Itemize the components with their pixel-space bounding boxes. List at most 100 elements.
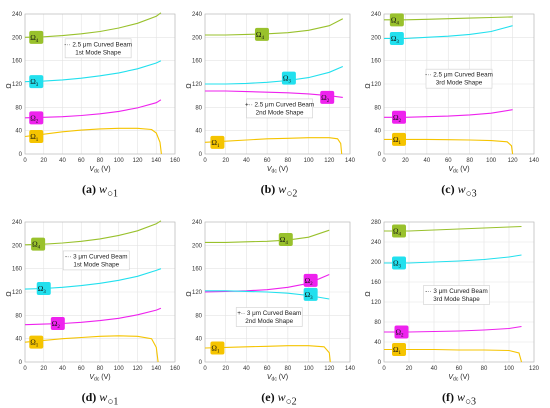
caption-c: (c) w○3 xyxy=(404,182,514,199)
series-line xyxy=(24,12,162,38)
series-badge-label: Ω4 xyxy=(391,15,400,26)
caption-subscript: ○3 xyxy=(464,396,477,408)
y-tick-label: 200 xyxy=(192,243,203,249)
legend-line-1: +·· 3 μm Curved Beam xyxy=(237,310,301,317)
series-badge-label: Ω3 xyxy=(305,290,314,301)
series-line xyxy=(24,60,162,83)
caption-b: (b) w○2 xyxy=(224,182,334,199)
y-tick-label: 120 xyxy=(12,290,23,296)
x-tick-label: 20 xyxy=(222,366,229,372)
series-badge: Ω1 xyxy=(392,343,406,356)
series-badge-box xyxy=(394,325,409,339)
y-axis-label: Ω xyxy=(186,291,193,296)
series-badge-label: Ω4 xyxy=(280,235,289,246)
series-badge: Ω3 xyxy=(281,71,296,85)
series-badge: Ω1 xyxy=(29,335,44,349)
legend-line-1: +·· 2.5 μm Curved Beam xyxy=(245,101,314,108)
x-tick-label: 120 xyxy=(132,366,143,372)
chart-panel-3: 0 20 40 60 80 100 120 140 160 0 40 80 120 160 200 240 Vd… xyxy=(6,220,181,383)
caption-label: (f) xyxy=(441,390,454,404)
series-line xyxy=(24,99,162,119)
legend-box xyxy=(62,250,130,271)
series-line xyxy=(24,220,162,246)
x-tick-label: 0 xyxy=(23,366,27,372)
series-badge-box xyxy=(31,237,46,251)
series-badge: Ω2 xyxy=(29,111,44,125)
y-axis-label: Ω xyxy=(186,83,193,88)
series-badge: Ω1 xyxy=(210,135,225,149)
legend-line-2: 2nd Mode Shape xyxy=(245,318,293,325)
x-tick-label: 0 xyxy=(382,366,386,372)
y-tick-label: 80 xyxy=(374,320,381,326)
x-tick-label: 80 xyxy=(285,366,292,372)
x-tick-label: 60 xyxy=(445,158,452,164)
series-badge-box xyxy=(29,335,44,349)
legend-line-1: -·· 2.5 μm Curved Beam xyxy=(64,41,132,48)
series-badge-label: Ω1 xyxy=(30,132,39,143)
legend-box xyxy=(64,38,132,59)
chart-panel-5: 0 20 40 60 80 100 120 0 40 80 120 160 200 240 280 Vdc (… xyxy=(365,220,540,383)
series-badge-label: Ω3 xyxy=(391,34,400,45)
series-badge-box xyxy=(392,132,406,146)
series-badge-label: Ω2 xyxy=(305,276,314,287)
x-tick-label: 80 xyxy=(97,366,104,372)
y-tick-label: 280 xyxy=(371,220,382,226)
series-badge: Ω4 xyxy=(389,13,404,26)
y-axis-label: Ω xyxy=(365,291,372,296)
series-badge: Ω1 xyxy=(392,132,406,146)
y-tick-label: 160 xyxy=(12,267,23,273)
x-axis-label: Vdc (V) xyxy=(448,166,469,175)
caption-symbol: w xyxy=(457,182,466,196)
series-badge-box xyxy=(392,110,406,124)
series-badge-box xyxy=(320,90,335,104)
x-tick-label: 120 xyxy=(132,158,143,164)
x-tick-label: 140 xyxy=(345,366,356,372)
y-tick-label: 40 xyxy=(195,129,202,135)
x-tick-label: 140 xyxy=(345,158,356,164)
series-badge-label: Ω4 xyxy=(393,227,402,238)
y-tick-label: 240 xyxy=(192,12,203,18)
plot-frame xyxy=(24,221,176,363)
x-tick-label: 100 xyxy=(304,366,315,372)
series-line xyxy=(205,229,330,243)
y-tick-label: 240 xyxy=(12,12,23,18)
x-tick-label: 0 xyxy=(23,158,27,164)
y-tick-label: 160 xyxy=(192,59,203,65)
legend-line-2: 3rd Mode Shape xyxy=(436,80,483,87)
y-tick-label: 0 xyxy=(19,360,23,366)
chart-panel-0: 0 20 40 60 80 100 120 140 160 0 40 80 120 160 200 240 Vd… xyxy=(6,12,181,175)
series-badge-box xyxy=(29,30,44,44)
y-tick-label: 160 xyxy=(12,59,23,65)
legend-line-2: 2nd Mode Shape xyxy=(256,109,304,116)
series-badge: Ω2 xyxy=(392,110,406,124)
series-badge-label: Ω3 xyxy=(30,77,39,88)
x-tick-label: 0 xyxy=(203,366,207,372)
legend-line-2: 3rd Mode Shape xyxy=(433,296,480,303)
x-tick-label: 100 xyxy=(304,158,315,164)
x-tick-label: 80 xyxy=(466,158,473,164)
y-tick-label: 200 xyxy=(12,243,23,249)
legend-box xyxy=(246,98,313,119)
series-badge: Ω4 xyxy=(254,27,269,41)
x-tick-label: 40 xyxy=(243,366,250,372)
x-tick-label: 140 xyxy=(151,158,162,164)
x-tick-label: 20 xyxy=(406,366,413,372)
y-tick-label: 160 xyxy=(371,280,382,286)
x-tick-label: 20 xyxy=(40,158,47,164)
y-tick-label: 80 xyxy=(15,105,22,111)
x-tick-label: 100 xyxy=(114,366,125,372)
y-tick-label: 240 xyxy=(371,240,382,246)
x-axis-label: Vdc (V) xyxy=(267,166,288,175)
x-tick-label: 120 xyxy=(529,366,540,372)
x-axis-label: Vdc (V) xyxy=(89,374,110,383)
x-tick-label: 60 xyxy=(264,158,271,164)
series-line xyxy=(24,127,162,155)
caption-symbol: w xyxy=(278,182,287,196)
series-line xyxy=(384,254,522,264)
y-tick-label: 80 xyxy=(195,105,202,111)
